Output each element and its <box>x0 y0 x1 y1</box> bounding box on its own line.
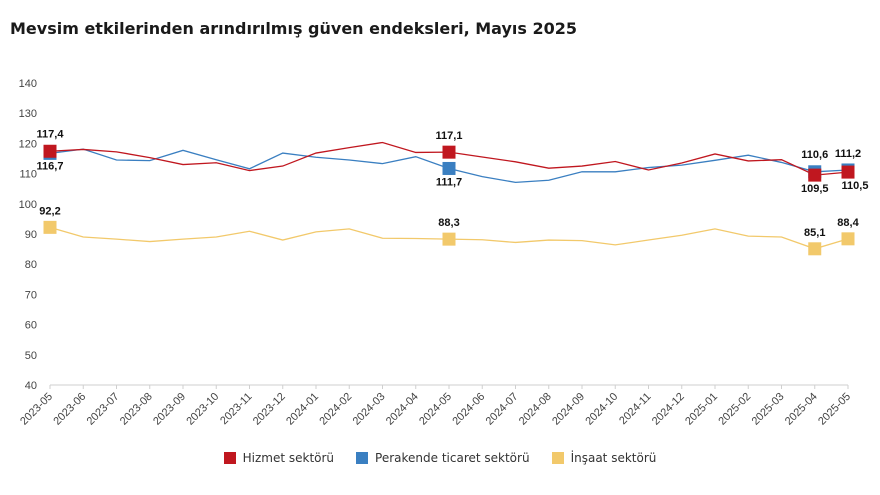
data-label: 88,4 <box>837 217 859 229</box>
data-label: 117,1 <box>436 130 463 142</box>
legend-swatch-perakende <box>356 452 369 464</box>
y-tick-label: 130 <box>19 108 37 120</box>
data-label: 111,2 <box>835 148 861 160</box>
y-tick-label: 100 <box>19 199 37 211</box>
series-marker <box>442 232 456 246</box>
x-tick-label: 2024-10 <box>583 391 620 428</box>
x-tick-label: 2023-11 <box>218 391 254 427</box>
chart-title: Mevsim etkilerinden arındırılmış güven e… <box>10 19 577 38</box>
x-tick-label: 2024-02 <box>317 391 354 428</box>
x-tick-label: 2023-06 <box>51 391 88 428</box>
data-label: 116,7 <box>37 160 64 172</box>
series-marker <box>808 242 822 256</box>
x-tick-label: 2024-03 <box>351 391 388 428</box>
x-tick-label: 2023-10 <box>184 391 221 428</box>
legend-swatch-hizmet <box>223 452 236 464</box>
data-label: 85,1 <box>804 227 825 239</box>
x-tick-label: 2025-03 <box>750 391 787 428</box>
x-tick-label: 2024-07 <box>484 391 521 428</box>
y-tick-label: 90 <box>25 229 37 241</box>
data-labels-layer: 117,4 117,1 109,5 110,5 116,7 111,7 110,6 111,2… <box>37 128 869 239</box>
series-marker <box>43 144 57 158</box>
data-label: 88,3 <box>438 217 459 229</box>
data-label: 110,6 <box>801 149 828 161</box>
y-tick-label: 40 <box>25 380 37 392</box>
legend-label-perakende: Perakende ticaret sektörü <box>375 451 530 465</box>
legend-swatch-insaat <box>551 452 564 464</box>
legend-label-hizmet: Hizmet sektörü <box>242 451 335 465</box>
x-tick-label: 2024-08 <box>517 391 554 428</box>
x-tick-label: 2025-01 <box>683 391 720 428</box>
series-marker <box>43 220 57 234</box>
x-tick-label: 2023-05 <box>18 391 55 428</box>
series-marker <box>442 145 456 159</box>
legend: Hizmet sektörü Perakende ticaret sektörü… <box>0 451 880 465</box>
y-tick-label: 60 <box>25 320 37 332</box>
x-tick-label: 2023-08 <box>118 391 155 428</box>
x-tick-label: 2024-12 <box>650 391 687 428</box>
data-label: 109,5 <box>801 183 829 195</box>
data-label: 111,7 <box>436 176 462 188</box>
data-label: 117,4 <box>37 128 65 140</box>
y-tick-label: 140 <box>19 78 37 90</box>
x-tick-label: 2024-04 <box>384 391 421 428</box>
x-tick-label: 2024-09 <box>550 391 587 428</box>
x-tick-label: 2024-05 <box>417 391 454 428</box>
series-marker <box>841 232 855 246</box>
x-tick-label: 2024-11 <box>617 391 653 427</box>
y-tick-label: 110 <box>19 169 37 181</box>
x-tick-label: 2024-01 <box>284 391 321 428</box>
data-label: 110,5 <box>842 180 869 192</box>
y-tick-label: 50 <box>25 350 37 362</box>
x-tick-label: 2025-05 <box>816 391 853 428</box>
x-tick-label: 2023-12 <box>251 391 288 428</box>
y-tick-label: 80 <box>25 259 37 271</box>
legend-item-insaat[interactable]: İnşaat sektörü <box>551 451 657 465</box>
x-tick-label: 2024-06 <box>450 391 487 428</box>
y-tick-label: 70 <box>25 289 37 301</box>
series-marker <box>841 165 855 179</box>
x-tick-label: 2025-04 <box>783 391 820 428</box>
series-marker <box>808 168 822 182</box>
y-tick-label: 120 <box>19 138 37 150</box>
x-tick-label: 2023-07 <box>85 391 122 428</box>
series-layer <box>43 141 855 256</box>
data-label: 92,2 <box>39 205 60 217</box>
series-marker <box>442 161 456 175</box>
legend-item-perakende[interactable]: Perakende ticaret sektörü <box>356 451 530 465</box>
legend-label-insaat: İnşaat sektörü <box>570 451 657 465</box>
x-tick-label: 2025-02 <box>716 391 753 428</box>
x-tick-label: 2023-09 <box>151 391 188 428</box>
legend-item-hizmet[interactable]: Hizmet sektörü <box>223 451 335 465</box>
